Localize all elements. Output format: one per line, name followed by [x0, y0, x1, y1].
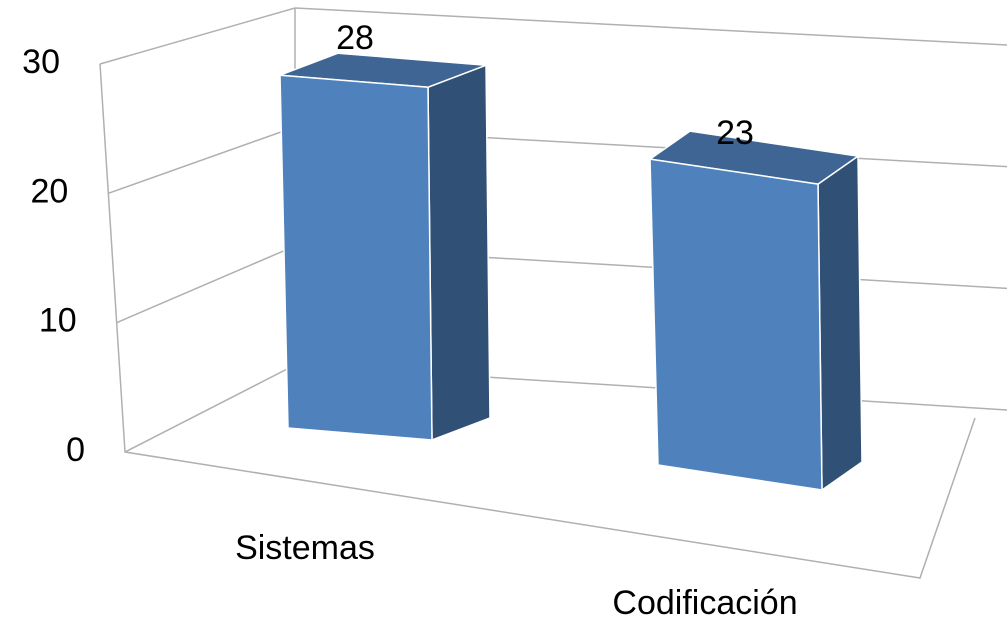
grid-line [116, 245, 1007, 324]
x-tick-label: Codificación [612, 584, 797, 619]
y-tick-label: 30 [22, 43, 60, 81]
data-label: 23 [716, 114, 754, 152]
bar [649, 158, 823, 491]
x-tick-label: Sistemas [235, 529, 375, 567]
bar-side [817, 154, 863, 492]
y-tick-label: 20 [31, 172, 69, 210]
y-tick-label: 0 [66, 431, 85, 469]
floor-edge [99, 63, 976, 579]
y-tick-label: 10 [39, 302, 77, 340]
data-label: 28 [336, 19, 374, 57]
grid-line [108, 126, 1007, 195]
bar [279, 74, 433, 441]
grid-line [99, 7, 1007, 65]
bar-side [427, 64, 491, 442]
grid-line [124, 364, 1007, 453]
